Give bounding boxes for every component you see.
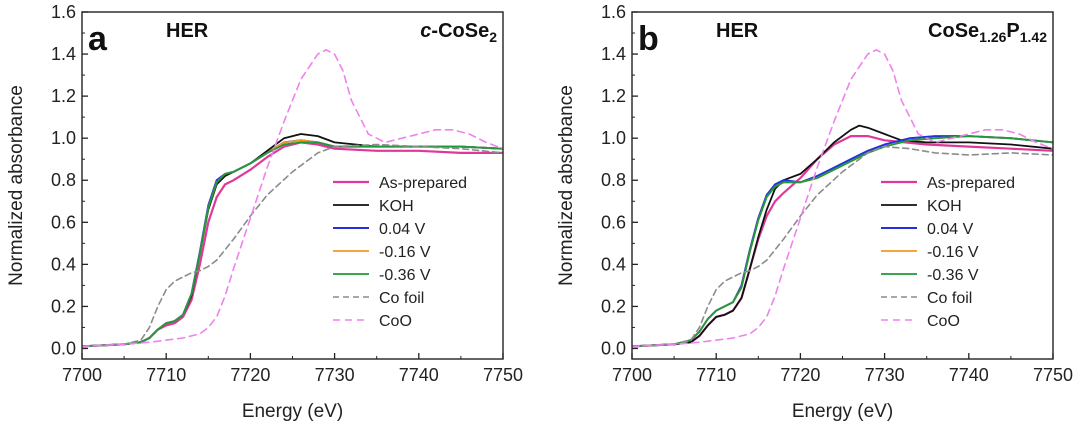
y-tick-label: 1.2 (601, 86, 626, 106)
y-tick-label: 0.4 (601, 254, 626, 274)
y-tick-label: 0.2 (601, 296, 626, 316)
x-tick-label: 7750 (483, 365, 523, 385)
panel-letter: a (88, 20, 108, 58)
x-tick-label: 7720 (230, 365, 270, 385)
x-tick-label: 7700 (62, 365, 102, 385)
legend-label: KOH (927, 198, 962, 215)
x-tick-label: 7700 (612, 365, 652, 385)
y-tick-label: 0.8 (601, 170, 626, 190)
legend-label: Co foil (379, 290, 424, 307)
series-line--0-36-v (632, 135, 1053, 348)
sample-label: c-CoSe2 (420, 20, 497, 45)
series-line-koh (82, 133, 503, 348)
y-tick-label: 1.0 (601, 128, 626, 148)
series-line-coo (82, 49, 503, 348)
series-line--0-36-v (82, 141, 503, 348)
x-tick-label: 7710 (696, 365, 736, 385)
series-line-as-prepared (632, 135, 1053, 348)
x-tick-label: 7730 (865, 365, 905, 385)
y-tick-label: 0.2 (51, 296, 76, 316)
series-line-0-04-v (632, 135, 1053, 348)
sample-label: CoSe1.26P1.42 (928, 20, 1047, 45)
y-tick-label: 1.6 (601, 2, 626, 22)
legend-label: Co foil (927, 290, 972, 307)
panel-letter: b (638, 20, 659, 58)
y-axis-label: Normalized absorbance (6, 85, 27, 286)
y-tick-label: 0.0 (601, 338, 626, 358)
x-axis-label: Energy (eV) (242, 401, 343, 422)
legend-label: CoO (379, 313, 412, 330)
panel-b: 7700 7710 7720 7730 7740 7750 0.0 0.2 0.4 0.6 0.8 1… (556, 2, 1073, 422)
panel-a: 7700 7710 7720 7730 7740 7750 0.0 0.2 0.4 0.6 0.8 1… (6, 2, 523, 422)
y-tick-label: 0.6 (601, 212, 626, 232)
series-line-coo (632, 49, 1053, 348)
legend-label: 0.04 V (379, 221, 426, 238)
y-tick-label: 0.6 (51, 212, 76, 232)
y-tick-label: 1.6 (51, 2, 76, 22)
x-tick-label: 7740 (949, 365, 989, 385)
legend: As-prepared KOH 0.04 V -0.16 V -0.36 V Co foi… (881, 175, 1015, 330)
series-line-co-foil (632, 145, 1053, 348)
legend-label: -0.36 V (379, 267, 431, 284)
x-tick-label: 7730 (315, 365, 355, 385)
legend-label: CoO (927, 313, 960, 330)
series-line--0-16-v (632, 135, 1053, 348)
x-tick-label: 7710 (146, 365, 186, 385)
y-tick-label: 1.2 (51, 86, 76, 106)
condition-label: HER (716, 20, 759, 42)
x-tick-label: 7720 (780, 365, 820, 385)
legend-label: -0.16 V (379, 244, 431, 261)
x-tick-label: 7740 (399, 365, 439, 385)
legend-label: -0.16 V (927, 244, 979, 261)
y-tick-label: 0.8 (51, 170, 76, 190)
x-axis-label: Energy (eV) (792, 401, 893, 422)
y-axis-label: Normalized absorbance (556, 85, 577, 286)
series-line-koh (632, 124, 1053, 348)
legend-label: 0.04 V (927, 221, 974, 238)
y-tick-label: 0.4 (51, 254, 76, 274)
legend-label: KOH (379, 198, 414, 215)
series-line-as-prepared (82, 141, 503, 348)
condition-label: HER (166, 20, 209, 42)
y-tick-label: 1.4 (51, 44, 76, 64)
legend-label: As-prepared (927, 175, 1015, 192)
legend-label: As-prepared (379, 175, 467, 192)
legend-label: -0.36 V (927, 267, 979, 284)
series-line-co-foil (82, 143, 503, 348)
series-group (82, 49, 503, 348)
x-tick-label: 7750 (1033, 365, 1073, 385)
series-group (632, 49, 1053, 348)
y-tick-label: 1.0 (51, 128, 76, 148)
y-tick-label: 1.4 (601, 44, 626, 64)
legend: As-prepared KOH 0.04 V -0.16 V -0.36 V Co foi… (333, 175, 467, 330)
y-tick-label: 0.0 (51, 338, 76, 358)
